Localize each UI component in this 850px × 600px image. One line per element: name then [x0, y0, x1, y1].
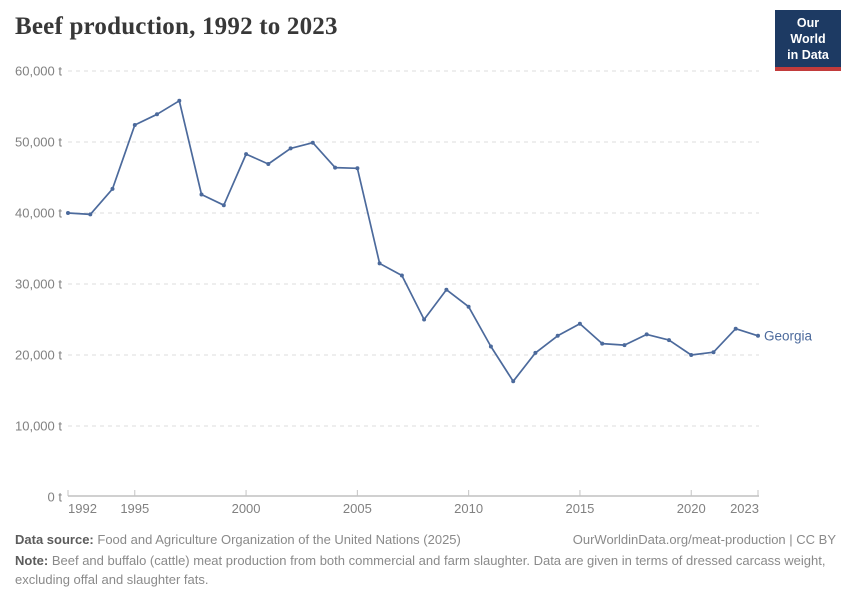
data-point[interactable] [488, 344, 493, 349]
data-point[interactable] [377, 261, 382, 266]
chart-title: Beef production, 1992 to 2023 [15, 13, 338, 40]
chart-note: Note: Beef and buffalo (cattle) meat pro… [15, 552, 836, 589]
series-label[interactable]: Georgia [764, 328, 813, 343]
data-point[interactable] [310, 140, 315, 145]
data-point[interactable] [266, 162, 271, 166]
line-chart[interactable]: 0 t 10,000 t 20,000 t 30,000 t 40,000 t 50,00… [0, 60, 850, 530]
data-point[interactable] [444, 287, 449, 292]
data-point[interactable] [756, 333, 760, 338]
x-tick-label: 1995 [120, 501, 149, 516]
x-tick-label: 1992 [68, 501, 97, 516]
owid-logo-line2: in Data [787, 48, 829, 62]
x-tick-label: 2015 [565, 501, 594, 516]
data-point[interactable] [244, 152, 249, 157]
data-point[interactable] [600, 341, 605, 346]
source-link[interactable]: OurWorldinData.org/meat-production | CC … [572, 532, 836, 547]
data-point[interactable] [399, 273, 404, 278]
x-tick-label: 2010 [454, 501, 483, 516]
data-point[interactable] [466, 304, 471, 309]
x-tick-label: 2000 [232, 501, 261, 516]
data-point[interactable] [622, 343, 627, 348]
owid-logo-line1: Our World [790, 16, 826, 46]
owid-logo[interactable]: Our World in Data [775, 10, 841, 71]
data-point[interactable] [132, 123, 137, 127]
data-source-label: Data source: [15, 532, 94, 547]
data-point[interactable] [577, 321, 582, 326]
note-text: Beef and buffalo (cattle) meat productio… [15, 553, 826, 587]
data-point[interactable] [644, 332, 649, 337]
data-point[interactable] [177, 98, 182, 103]
x-tick-label: 2020 [677, 501, 706, 516]
data-point[interactable] [66, 211, 70, 215]
y-tick-label: 30,000 t [15, 277, 62, 292]
data-point[interactable] [533, 350, 538, 355]
y-tick-label: 20,000 t [15, 348, 62, 363]
series-line[interactable] [67, 99, 759, 383]
x-tick-label: 2023 [730, 501, 759, 516]
note-label: Note: [15, 553, 49, 569]
data-source: Data source: Food and Agriculture Organi… [15, 531, 461, 549]
data-point[interactable] [689, 353, 694, 357]
data-point[interactable] [110, 186, 115, 191]
data-source-text: Food and Agriculture Organization of the… [97, 532, 461, 547]
y-tick-label: 50,000 t [15, 135, 62, 150]
data-point[interactable] [667, 338, 671, 343]
y-tick-label: 40,000 t [15, 206, 62, 221]
data-point[interactable] [355, 166, 360, 171]
data-point[interactable] [288, 146, 293, 151]
data-point[interactable] [555, 333, 560, 338]
y-tick-label: 0 t [48, 490, 63, 505]
chart-footer: Data source: Food and Agriculture Organi… [15, 531, 836, 589]
y-tick-label: 10,000 t [15, 419, 62, 434]
data-point[interactable] [88, 212, 93, 217]
data-point[interactable] [333, 165, 338, 170]
data-point[interactable] [199, 192, 204, 197]
data-point[interactable] [155, 112, 159, 117]
data-point[interactable] [711, 350, 716, 355]
x-tick-label: 2005 [343, 501, 372, 516]
data-point[interactable] [733, 326, 738, 331]
y-tick-label: 60,000 t [15, 64, 62, 79]
data-point[interactable] [221, 203, 226, 208]
data-point[interactable] [422, 317, 427, 322]
data-point[interactable] [511, 379, 516, 384]
